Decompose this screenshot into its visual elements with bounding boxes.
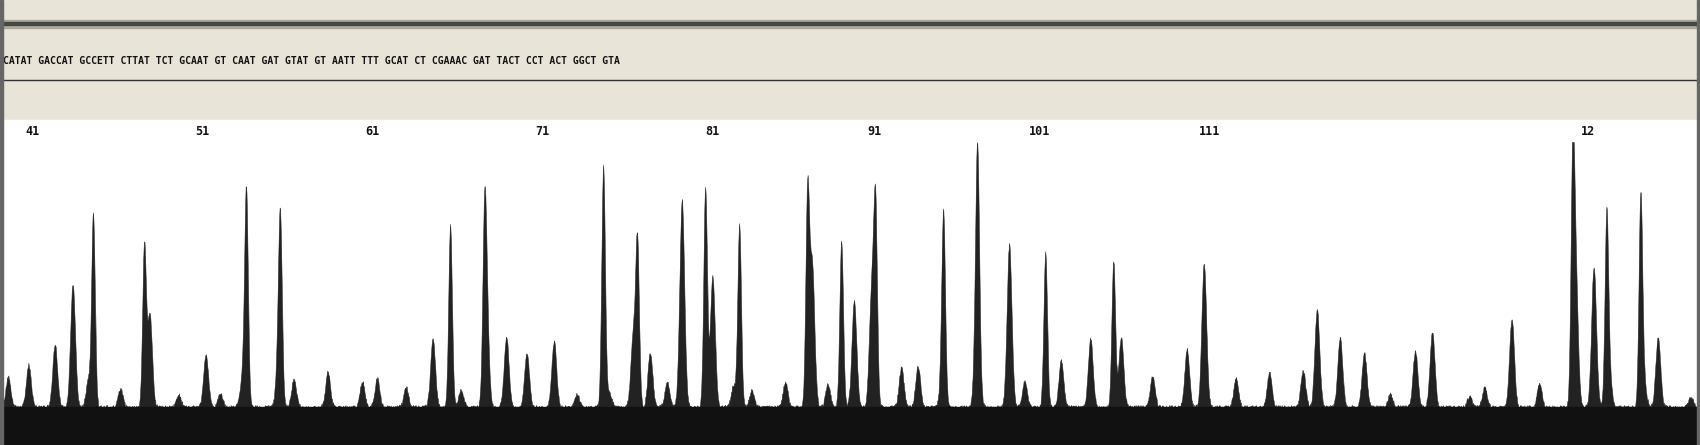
Bar (0, 20, 1700, 28)
Text: 111: 111 (1198, 125, 1221, 138)
Text: 12: 12 (1581, 125, 1595, 138)
Text: 81: 81 (706, 125, 719, 138)
Text: 91: 91 (867, 125, 881, 138)
Text: 71: 71 (536, 125, 549, 138)
Text: 51: 51 (196, 125, 209, 138)
Bar (0, 120, 1700, 409)
Text: 101: 101 (1028, 125, 1051, 138)
Bar (0, 0, 3, 445)
Bar (1697, 0, 1700, 445)
Text: CATAT GACCAT GCCETT CTTAT TCT GCAAT GT CAAT GAT GTAT GT AATT TTT GCAT CT CGAAAC : CATAT GACCAT GCCETT CTTAT TCT GCAAT GT C… (3, 56, 620, 65)
Bar (0, 22, 1700, 25)
Text: 61: 61 (366, 125, 379, 138)
Bar (0, 38, 1700, 82)
Bar (0, 407, 1700, 445)
Text: 41: 41 (26, 125, 39, 138)
